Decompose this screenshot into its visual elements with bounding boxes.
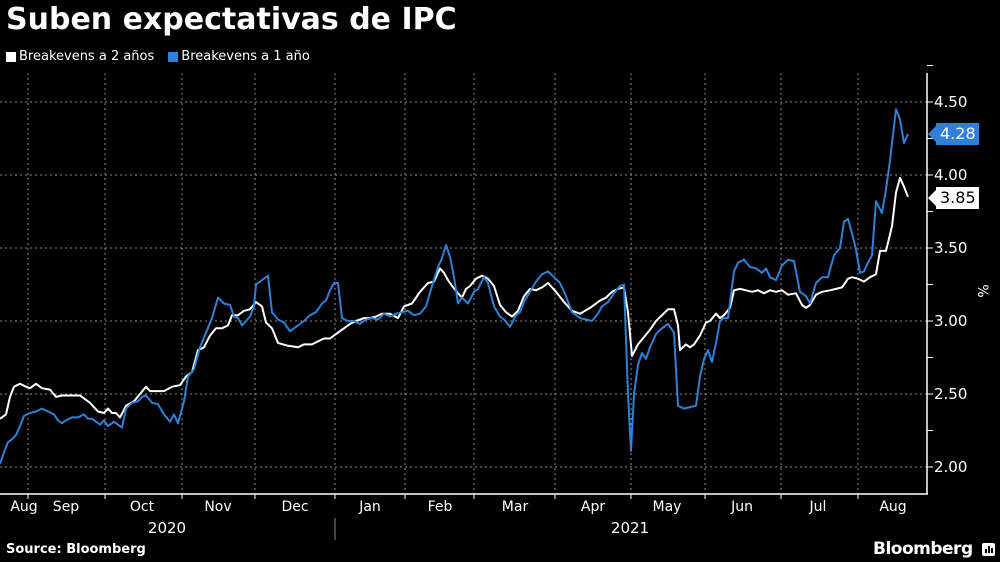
last-value-badge-1y: 4.28 (928, 123, 979, 145)
y-tick-label: 4.50 (934, 93, 968, 111)
x-tick-label: Dec (281, 499, 309, 515)
x-tick-label: Jul (809, 499, 827, 515)
x-tick-label: Feb (427, 499, 453, 515)
legend-label: Breakevens a 2 años (19, 49, 155, 64)
legend-label: Breakevens a 1 año (181, 49, 310, 64)
bloomberg-logo: Bloomberg (873, 539, 973, 559)
x-year-label: 2021 (610, 519, 650, 537)
x-tick-label: Sep (52, 499, 80, 515)
legend: Breakevens a 2 años Breakevens a 1 año (6, 49, 310, 64)
series-line (0, 176, 909, 420)
x-tick-label: Aug (879, 499, 907, 515)
x-tick-label: May (652, 499, 682, 515)
x-tick-label: Oct (129, 499, 155, 515)
x-tick-label: Jun (731, 499, 753, 515)
y-axis-unit: % (976, 284, 993, 298)
x-year-label: 2020 (147, 519, 187, 537)
legend-item-1y: Breakevens a 1 año (168, 49, 310, 64)
legend-swatch-blue (168, 51, 179, 62)
series-line (0, 108, 909, 465)
y-tick-label: 4.00 (934, 166, 968, 184)
chart-title: Suben expectativas de IPC (6, 2, 457, 37)
axes (0, 65, 933, 540)
legend-item-2y: Breakevens a 2 años (6, 49, 154, 64)
gridlines (0, 73, 927, 494)
chart-icon (982, 543, 995, 556)
x-tick-label: Apr (580, 499, 606, 515)
y-tick-label: 2.50 (934, 385, 968, 403)
x-tick-label: Jan (359, 499, 381, 515)
legend-swatch-white (6, 51, 16, 62)
y-tick-label: 3.50 (934, 239, 968, 257)
y-tick-label: 2.00 (934, 458, 968, 476)
x-tick-label: Aug (10, 499, 38, 515)
last-value-badge-2y: 3.85 (928, 187, 979, 209)
x-tick-label: Mar (501, 499, 529, 515)
y-tick-label: 3.00 (934, 312, 968, 330)
series-lines (0, 108, 909, 465)
x-tick-label: Nov (204, 499, 232, 515)
source-note: Source: Bloomberg (6, 542, 146, 557)
